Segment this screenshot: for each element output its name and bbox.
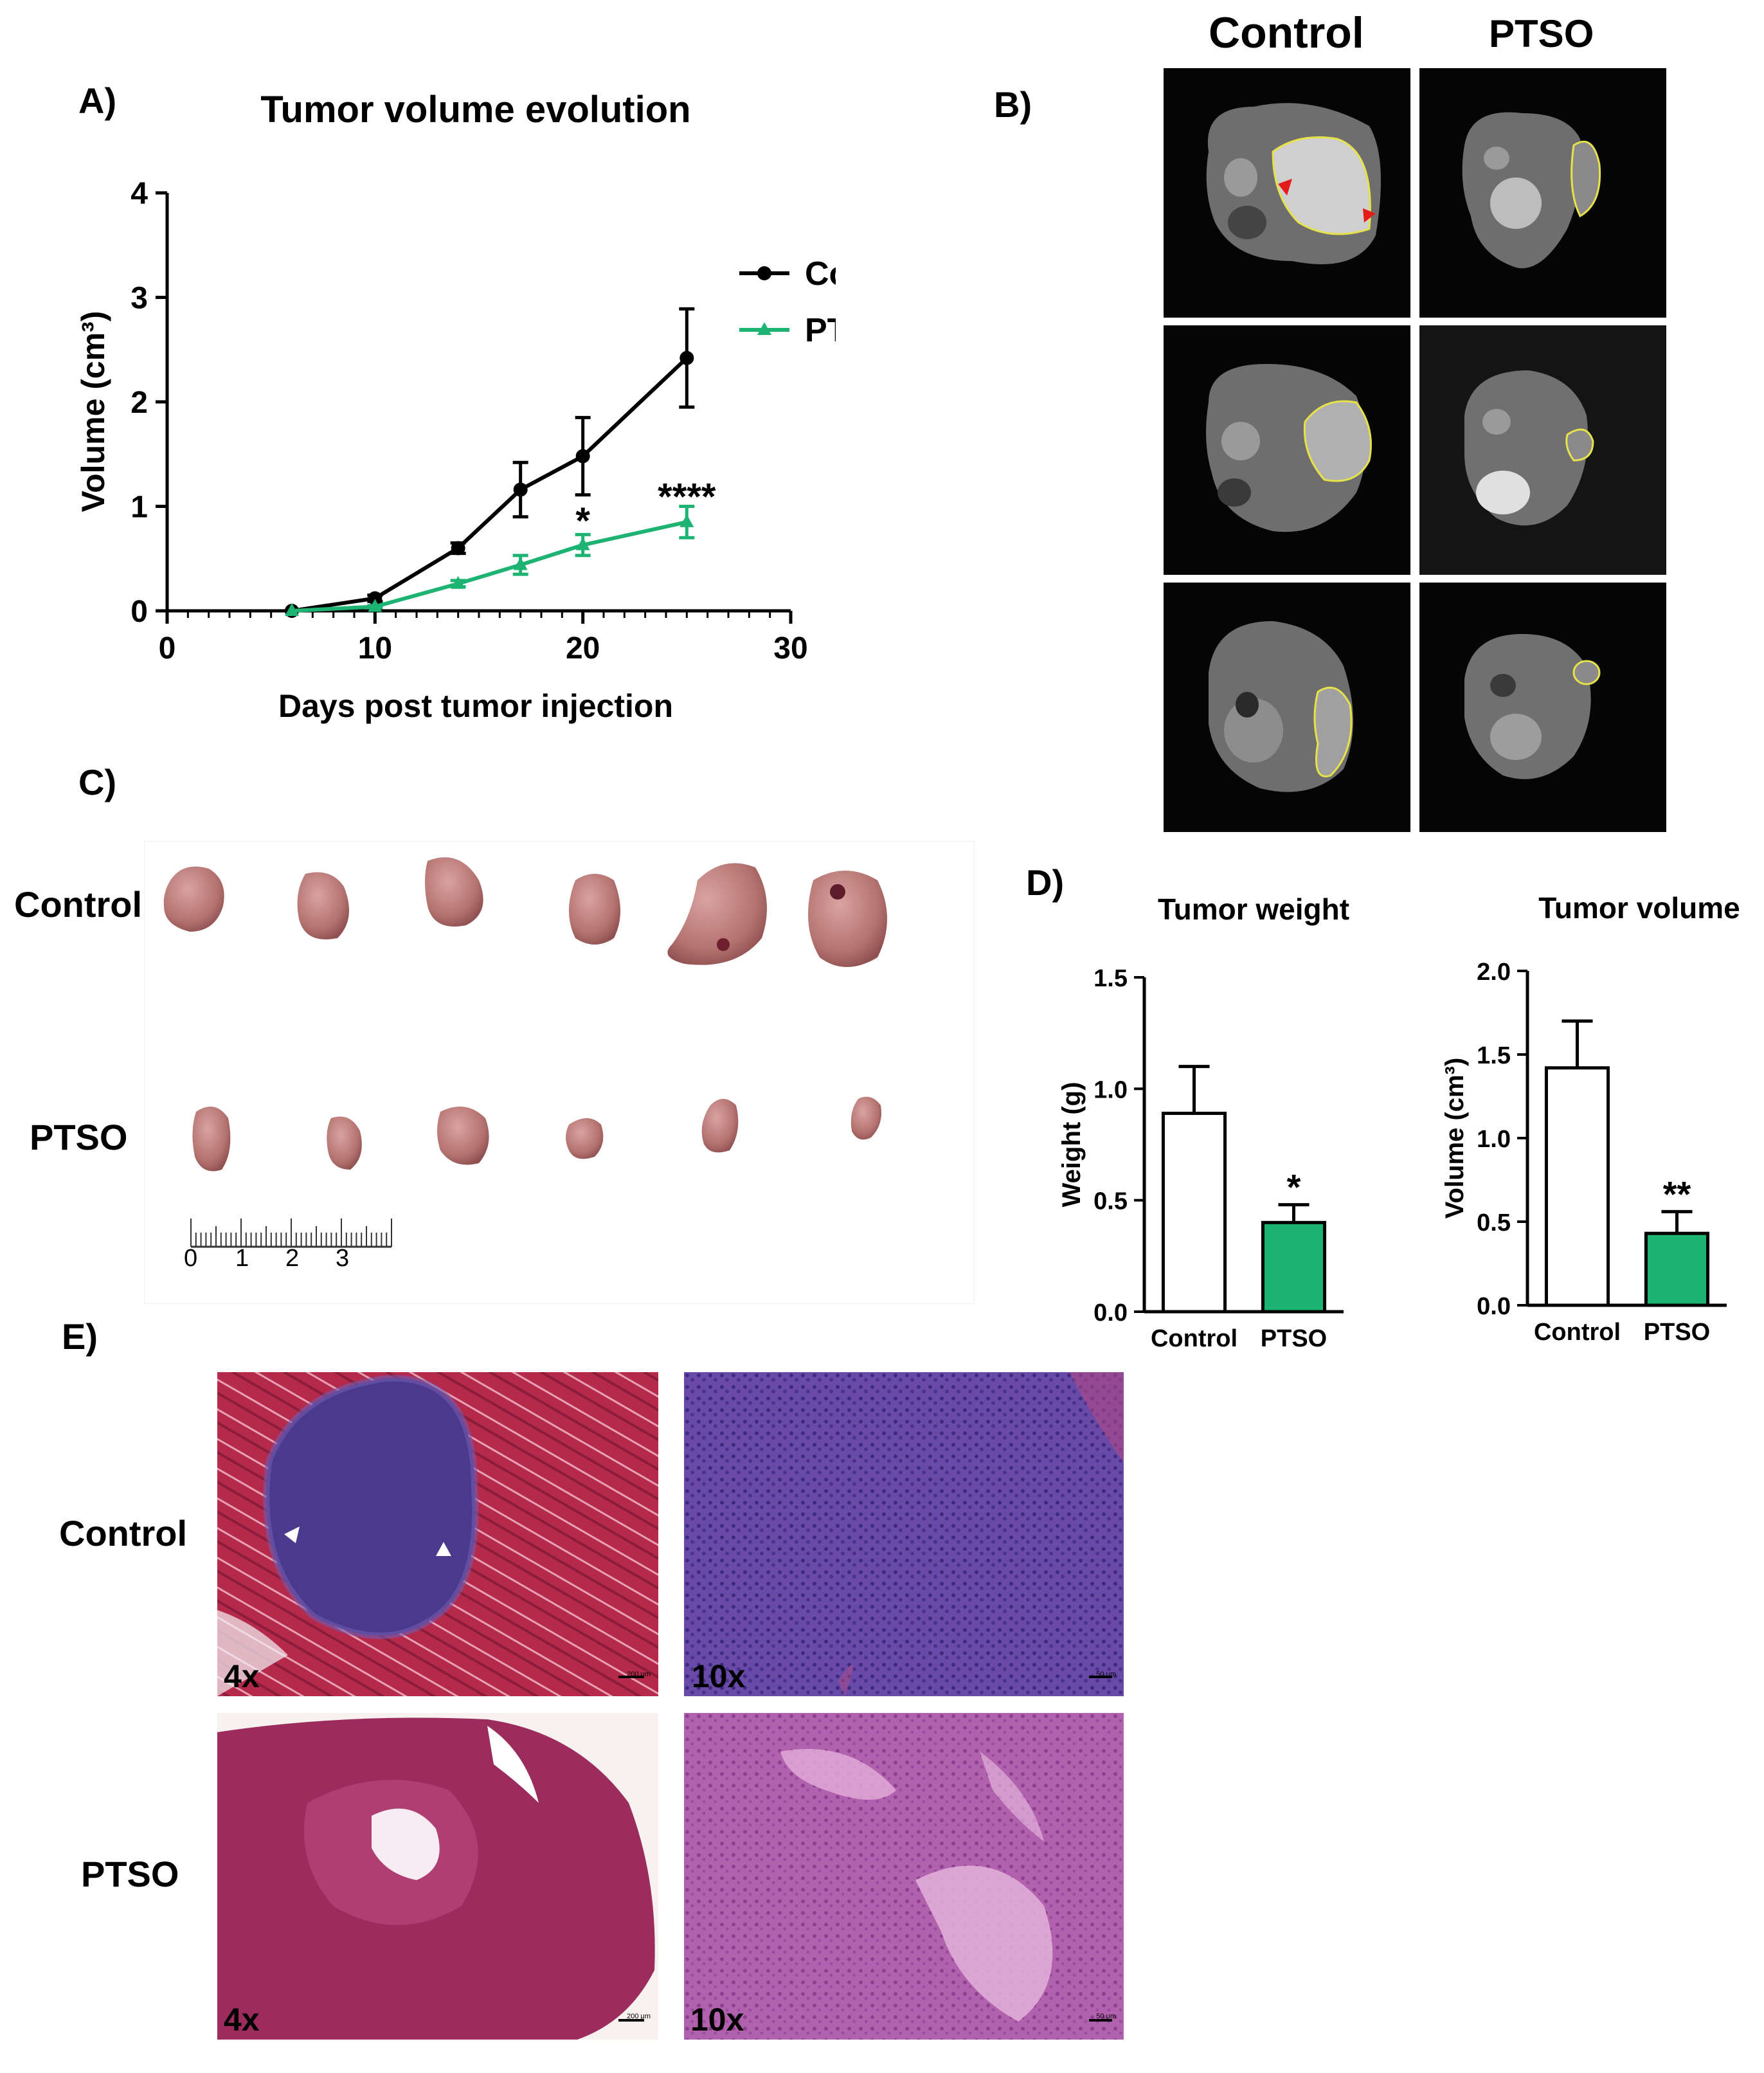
panel-label-e: E) [62, 1316, 98, 1357]
significance-marker: * [1287, 1167, 1301, 1208]
y-tick-label: 2 [130, 386, 148, 420]
ruler [190, 1218, 392, 1248]
y-tick-label: 0.5 [1477, 1209, 1511, 1236]
y-tick-label: 1.5 [1094, 965, 1128, 992]
significance-marker: ** [1663, 1173, 1691, 1214]
tumor-weight-bar-chart: Tumor weight Weight (g) 0.0 0.5 1.0 1.5 Contro… [1058, 892, 1349, 1352]
ruler-label: 3 [336, 1245, 350, 1272]
x-tick-label: Control [1534, 1319, 1621, 1346]
mri-column-ptso: PTSO [1489, 12, 1594, 55]
histology-row-label-ptso: PTSO [81, 1854, 179, 1894]
chart-title: Tumor weight [1158, 892, 1349, 926]
mri-grid [1164, 68, 1666, 832]
mri-image-control-3 [1164, 583, 1410, 832]
x-axis-label: Days post tumor injection [278, 688, 673, 724]
excised-tumors-photo [144, 841, 975, 1304]
y-tick-label: 1.0 [1477, 1126, 1511, 1153]
y-tick-label: 1 [130, 491, 148, 525]
x-tick-label: 10 [358, 631, 392, 665]
x-tick-label: 30 [773, 631, 807, 665]
data-point [575, 449, 590, 464]
legend-marker [757, 266, 771, 280]
mri-image-ptso-3 [1419, 583, 1666, 832]
data-point [513, 482, 528, 497]
scale-bar-label: 200 μm [627, 2013, 651, 2020]
series-line-ptso [291, 520, 687, 613]
x-tick-label: 0 [159, 631, 176, 665]
x-tick-label: PTSO [1261, 1325, 1327, 1352]
y-axis-label: Volume (cm³) [1441, 1058, 1469, 1218]
y-tick-label: 0 [130, 595, 148, 629]
histology-control-4x: 4x 200 μm [217, 1372, 658, 1696]
chart-title: Tumor volume evolution [260, 90, 690, 131]
scale-bar-label: 50 μm [1096, 1670, 1116, 1678]
magnification-label: 4x [224, 2002, 260, 2038]
histology-control-10x: 10x 50 μm [684, 1372, 1124, 1696]
mri-image-ptso-1 [1419, 68, 1666, 318]
data-point [368, 599, 382, 612]
ruler-label: 2 [285, 1245, 300, 1272]
ruler-label: 1 [235, 1245, 249, 1272]
data-point [513, 557, 528, 570]
bar-control [1544, 1066, 1610, 1307]
y-tick-label: 2.0 [1477, 959, 1511, 986]
mri-image-control-1 [1164, 68, 1410, 318]
y-tick-label: 0.0 [1477, 1293, 1511, 1320]
ruler-label: 0 [184, 1245, 198, 1272]
y-tick-label: 0.5 [1094, 1188, 1128, 1215]
data-point [575, 537, 590, 550]
panel-label-c: C) [78, 762, 117, 802]
data-point [368, 591, 382, 606]
data-point [285, 603, 299, 616]
y-tick-label: 0.0 [1094, 1299, 1128, 1326]
y-tick-label: 4 [130, 177, 148, 211]
data-point [680, 350, 694, 365]
histology-row-label-control: Control [59, 1513, 188, 1553]
mri-image-control-2 [1164, 325, 1410, 575]
y-tick-label: 3 [130, 282, 148, 316]
scale-bar-label: 200 μm [627, 1670, 651, 1678]
y-axis-label: Volume (cm³) [75, 311, 111, 512]
mri-column-control: Control [1209, 8, 1364, 57]
bar-control [1161, 1111, 1227, 1314]
panel-label-a: A) [78, 80, 117, 121]
ruler-labels: 0 1 2 3 [184, 1245, 390, 1277]
data-point [451, 575, 465, 589]
x-tick-label: Control [1151, 1325, 1238, 1352]
x-tick-label: 20 [566, 631, 600, 665]
data-point [680, 514, 694, 527]
photo-row-label-control: Control [14, 884, 143, 925]
data-point [451, 541, 465, 556]
mri-image-ptso-2 [1419, 325, 1666, 575]
panel-label-d: D) [1026, 862, 1065, 903]
y-tick-label: 1.5 [1477, 1042, 1511, 1069]
significance-marker: * [575, 500, 590, 542]
series-line-control [291, 356, 688, 613]
magnification-label: 10x [690, 2002, 744, 2038]
legend-marker [757, 322, 771, 335]
y-axis-label: Weight (g) [1058, 1082, 1086, 1208]
histology-ptso-4x: 4x 200 μm [217, 1713, 658, 2040]
chart-title: Tumor volume [1538, 891, 1740, 925]
y-tick-label: 1.0 [1094, 1076, 1128, 1103]
legend-label: Control [805, 255, 836, 293]
histology-ptso-10x: 10x 50 μm [684, 1713, 1124, 2040]
scale-bar-label: 50 μm [1096, 2013, 1116, 2020]
panel-label-b: B) [994, 84, 1032, 125]
magnification-label: 10x [692, 1658, 746, 1694]
magnification-label: 4x [224, 1658, 260, 1694]
x-tick-label: PTSO [1644, 1319, 1710, 1346]
photo-row-label-ptso: PTSO [30, 1117, 128, 1157]
bar-ptso [1644, 1231, 1710, 1307]
bar-ptso [1261, 1220, 1327, 1314]
tumor-volume-bar-chart: Tumor volume Volume (cm³) 0.0 0.5 1.0 1.5 2.0 C… [1441, 891, 1740, 1346]
significance-marker: **** [658, 476, 716, 518]
legend-label: PTSO [805, 312, 836, 349]
